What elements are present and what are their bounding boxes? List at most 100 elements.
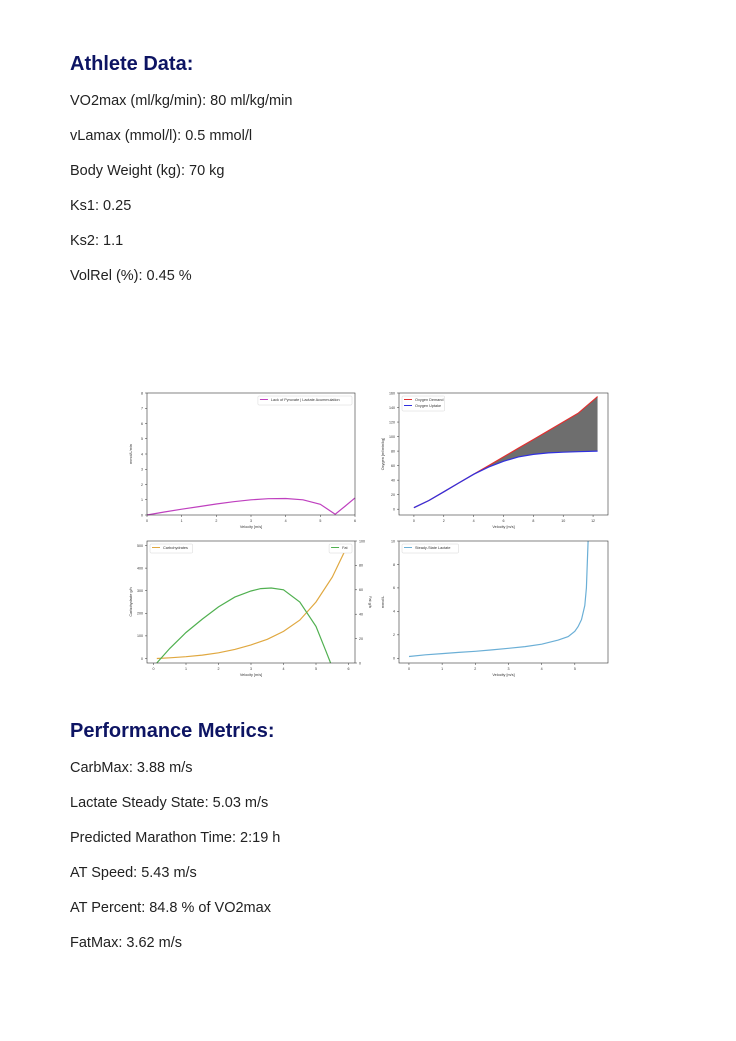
series-line-2-2 [413,450,598,509]
series-line-4-1 [408,540,589,658]
series-line-1-1 [146,497,356,516]
y-tick-label: 0 [393,657,395,661]
marathon-time-line: Predicted Marathon Time: 2:19 h [70,830,281,846]
x-tick-label: 3 [250,667,252,671]
y-tick-label: 40 [391,478,395,482]
ks1-line: Ks1: 0.25 [70,198,132,214]
y-tick-label: 500 [137,544,143,548]
x-tick-label: 1 [441,667,443,671]
athlete-data-heading: Athlete Data: [70,53,194,75]
series-line-3-2 [156,587,332,664]
legend: Fat [328,543,353,554]
y-tick-label: 6 [393,586,395,590]
x-tick-label: 0 [413,519,415,523]
y-tick-label: 140 [389,406,395,410]
y-tick-label: 0 [141,513,143,517]
y2-tick-label: 100 [359,539,365,543]
legend-label: Oxygen Uptake [415,404,441,408]
y-tick-label: 100 [137,634,143,638]
x-tick-label: 1 [185,667,187,671]
y2-tick-label: 0 [359,661,361,665]
x-tick-label: 2 [218,667,220,671]
y-tick-label: 3 [141,468,143,472]
legend-box [257,395,353,406]
y-axis-label: Oxygen [ml/min/kg] [381,438,385,471]
x-tick-label: 3 [250,519,252,523]
y-tick-label: 4 [393,610,395,614]
y-tick-label: 0 [141,657,143,661]
x-axis-label: Velocity [m/s] [240,673,262,677]
lactate-steady-state-line: Lactate Steady State: 5.03 m/s [70,795,269,811]
y-axis-label: mmol/L [381,596,385,608]
at-percent-line: AT Percent: 84.8 % of VO2max [70,900,271,916]
plot-frame [398,392,609,516]
legend-box [328,543,353,554]
y-tick-label: 400 [137,566,143,570]
y-tick-label: 160 [389,391,395,395]
x-tick-label: 5 [574,667,576,671]
y-tick-label: 8 [393,563,395,567]
at-speed-line: AT Speed: 5.43 m/s [70,865,197,881]
legend-box [149,543,193,554]
x-tick-label: 6 [354,519,356,523]
y-tick-label: 200 [137,612,143,616]
y-tick-label: 300 [137,589,143,593]
y-tick-label: 6 [141,422,143,426]
x-tick-label: 5 [315,667,317,671]
chart-panel-3: 0 1 2 3 4 5 60100200300400500020406080100Veloc… [129,539,372,677]
x-tick-label: 2 [443,519,445,523]
y-axis-label: mmol/L/min [129,444,133,464]
x-tick-label: 8 [532,519,534,523]
plot-frame [146,392,356,516]
vo2max-line: VO2max (ml/kg/min): 80 ml/kg/min [70,93,293,109]
y-tick-label: 1 [141,498,143,502]
vlamax-line: vLamax (mmol/l): 0.5 mmol/l [70,128,253,144]
y2-tick-label: 60 [359,588,363,592]
x-tick-label: 0 [408,667,410,671]
ks2-line: Ks2: 1.1 [70,233,124,249]
y-tick-label: 4 [141,452,143,456]
x-tick-label: 10 [561,519,565,523]
y-tick-label: 100 [389,435,395,439]
y-axis-label: Carbohydrate g/h [129,587,133,616]
volrel-line: VolRel (%): 0.45 % [70,268,192,284]
legend-box [401,395,445,412]
y-tick-label: 7 [141,407,143,411]
chart-panel-4: 0 1 2 3 4 5 0 2 4 6 8 10 Velocity [m/s] mmol/L Steady-… [381,539,609,677]
legend-label: Oxygen Demand [415,398,444,402]
x-tick-label: 0 [146,519,148,523]
legend-box [401,543,459,554]
plot-frame [398,540,609,664]
legend: Carbohydrates [149,543,193,554]
x-tick-label: 4 [541,667,543,671]
x-tick-label: 0 [153,667,155,671]
x-tick-label: 4 [285,519,287,523]
y-tick-label: 8 [141,391,143,395]
y2-axis-label: Fat g/h [368,596,372,608]
legend-label: Fat [342,546,348,550]
carbmax-line: CarbMax: 3.88 m/s [70,760,193,776]
x-axis-label: Velocity [m/s] [240,525,262,529]
legend-label: Steady-State Lactate [415,546,450,550]
x-tick-label: 6 [503,519,505,523]
legend: Steady-State Lactate [401,543,459,554]
y-tick-label: 0 [393,507,395,511]
performance-metrics-heading: Performance Metrics: [70,720,275,742]
x-tick-label: 3 [507,667,509,671]
x-axis-label: Velocity [m/s] [492,525,514,529]
series-line-3-1 [156,549,346,660]
y-tick-label: 80 [391,449,395,453]
x-tick-label: 1 [181,519,183,523]
x-tick-label: 6 [348,667,350,671]
y-tick-label: 120 [389,420,395,424]
x-tick-label: 12 [591,519,595,523]
x-tick-label: 2 [215,519,217,523]
fatmax-line: FatMax: 3.62 m/s [70,935,183,951]
y-tick-label: 10 [391,539,395,543]
y2-tick-label: 40 [359,613,363,617]
x-tick-label: 2 [474,667,476,671]
legend: Lack of Pyruvate | Lactate Acummulation [257,395,353,406]
y-tick-label: 2 [141,483,143,487]
